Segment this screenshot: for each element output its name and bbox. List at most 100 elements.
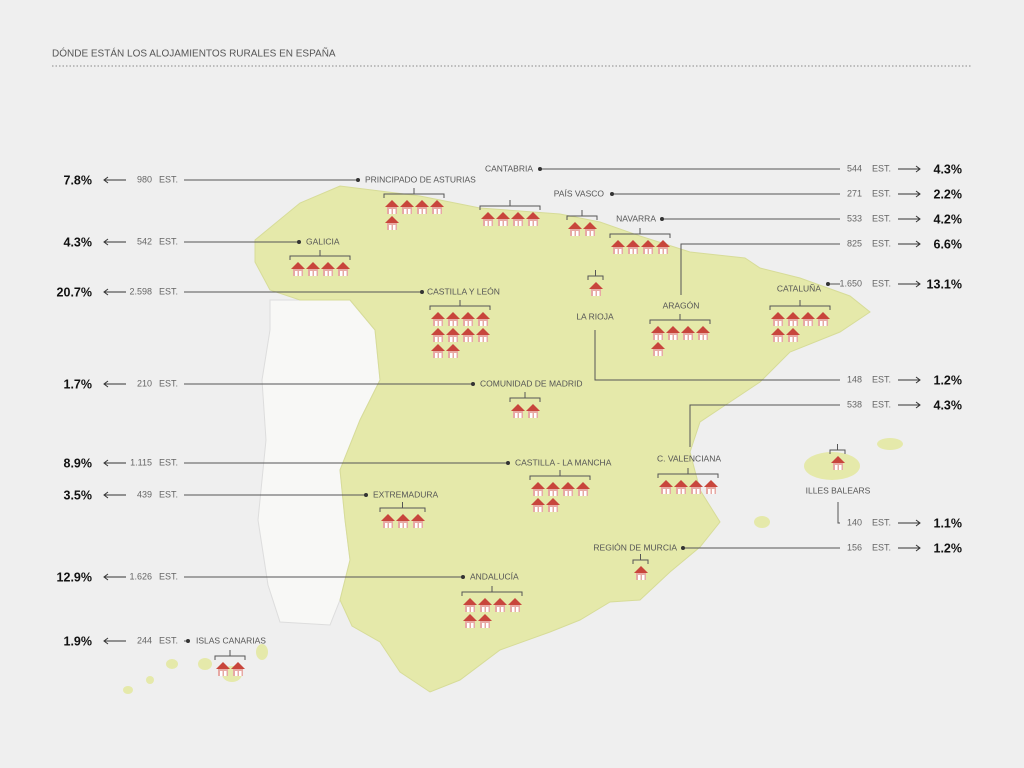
share: 1.9% [64,634,93,648]
arrow-head [915,165,921,173]
house-door [500,221,503,226]
house-body [478,318,488,326]
house-door [486,607,489,612]
house-door [299,271,302,276]
house-icon [651,342,665,356]
house-icon [656,240,670,254]
house-door [519,221,522,226]
house-body [683,332,693,340]
arrow-head [103,238,109,246]
region-label: NAVARRA [616,213,656,223]
bracket [509,392,541,402]
count: 210 [137,378,152,388]
bracket [429,300,491,310]
house-body [653,332,663,340]
region-label: ANDALUCÍA [470,571,519,581]
house-icon [463,598,477,612]
house-icon [430,200,444,214]
count: 1.115 [130,457,152,467]
house-roof [216,662,230,669]
house-roof [476,328,490,335]
count: 156 [847,542,862,552]
house-door [775,337,778,342]
house-body [495,604,505,612]
arrow-head [103,288,109,296]
house-icon [291,262,305,276]
bracket [479,200,541,210]
bracket [529,470,591,480]
house-door [572,231,575,236]
house-body [643,246,653,254]
house-door [708,489,711,494]
arrow-head [915,401,921,409]
house-icon [385,216,399,230]
house-door [415,523,418,528]
house-body [788,334,798,342]
house-body [432,206,442,214]
house-roof [704,480,718,487]
house-body [433,318,443,326]
unit: EST. [872,163,891,173]
house-roof [634,566,648,573]
house-body [548,488,558,496]
house-door [434,209,437,214]
house-door [835,465,838,470]
house-roof [666,326,680,333]
house-roof [546,498,560,505]
house-body [402,206,412,214]
house-door [655,335,658,340]
house-body [585,228,595,236]
house-roof [696,326,710,333]
count: 1.650 [839,278,862,288]
leader-dot [660,217,664,221]
house-body [698,332,708,340]
house-door [480,337,483,342]
house-body [233,668,243,676]
house-body [448,318,458,326]
house-door [615,249,618,254]
house-roof [786,312,800,319]
house-door [516,607,519,612]
house-door [700,335,703,340]
house-roof [589,282,603,289]
house-door [450,337,453,342]
house-door [519,413,522,418]
house-roof [446,312,460,319]
house-door [435,353,438,358]
house-door [565,491,568,496]
house-door [419,209,422,214]
leader-line [594,330,840,381]
region-label: LA RIOJA [576,311,614,321]
house-icon [463,614,477,628]
house-body [323,268,333,276]
house-roof [400,200,414,207]
house-door [530,413,533,418]
share: 20.7% [57,285,92,299]
house-body [338,268,348,276]
house-roof [561,482,575,489]
house-icon [786,312,800,326]
unit: EST. [159,378,178,388]
house-door [485,221,488,226]
house-body [578,488,588,496]
house-roof [771,328,785,335]
house-door [400,523,403,528]
house-roof [546,482,560,489]
house-door [469,321,472,326]
house-icon [511,212,525,226]
house-roof [461,312,475,319]
house-icon [771,312,785,326]
arrow-head [103,380,109,388]
house-icon [526,212,540,226]
bracket [609,228,671,238]
house-body [833,462,843,470]
house-door [584,491,587,496]
house-icon [546,498,560,512]
house-icon [589,282,603,296]
house-roof [385,216,399,223]
region-label: ISLAS CANARIAS [196,635,266,645]
bracket [657,468,719,478]
leader-dot [471,382,475,386]
unit: EST. [872,542,891,552]
house-body [510,604,520,612]
